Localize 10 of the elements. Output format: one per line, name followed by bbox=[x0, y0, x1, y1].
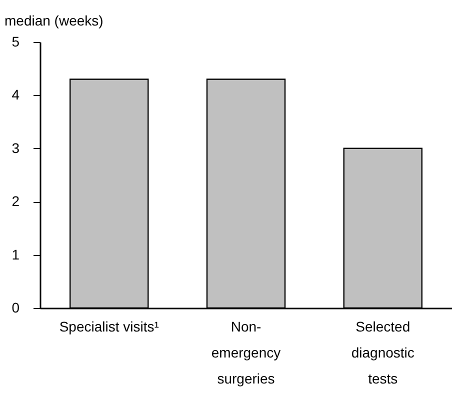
y-tick-label: 4 bbox=[12, 86, 20, 103]
y-tick-label: 0 bbox=[12, 300, 20, 316]
y-tick-label: 1 bbox=[12, 246, 20, 262]
x-tick-label: Non- emergency surgeries bbox=[211, 318, 281, 386]
y-tick-label: 3 bbox=[12, 140, 20, 156]
y-tick-label: 2 bbox=[12, 193, 20, 210]
y-tick-label: 5 bbox=[12, 34, 20, 50]
x-tick-label: Specialist visits¹ bbox=[59, 318, 160, 334]
x-tick-label: Selected diagnostic tests bbox=[351, 318, 414, 386]
y-axis-title: median (weeks) bbox=[4, 12, 104, 28]
